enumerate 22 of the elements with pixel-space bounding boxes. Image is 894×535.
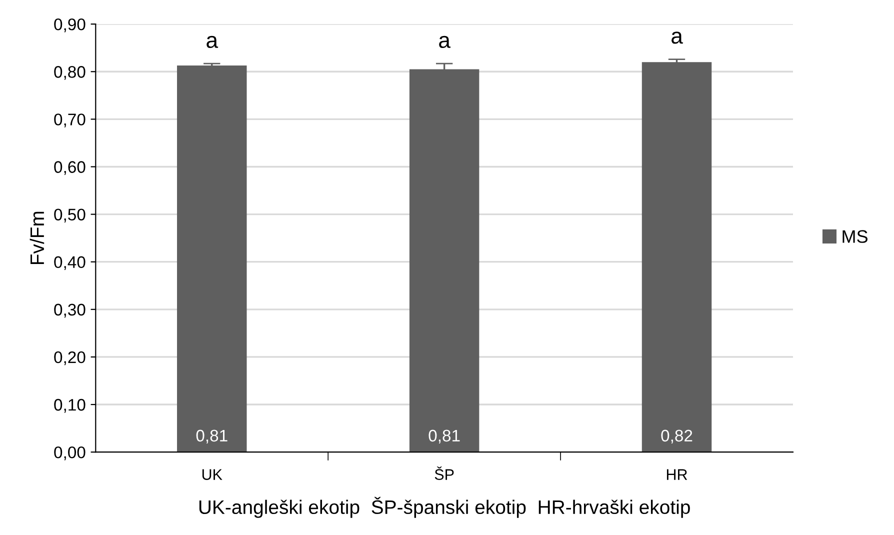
y-tick-label: 0,10 [54, 398, 86, 413]
y-tick-label: 0,40 [54, 256, 86, 270]
y-tick-label: 0,20 [54, 351, 86, 366]
y-tick-label: 0,30 [54, 304, 86, 318]
annotation: a [206, 36, 218, 48]
data-label: 0,82 [661, 430, 692, 444]
y-tick-label: 0,60 [54, 161, 86, 175]
x-axis-title: UK-angleški ekotip ŠP-španski ekotip HR-hrvaški ekotip [199, 496, 690, 518]
y-tick-label: 0,50 [54, 208, 86, 222]
x-tick-label: HR [666, 469, 688, 480]
legend-label: MS [842, 230, 868, 243]
annotation: a [439, 36, 450, 48]
y-tick-label: 0,80 [54, 66, 86, 80]
x-tick-label: ŠP [434, 466, 454, 480]
y-tick-label: 0,00 [54, 446, 86, 460]
y-tick-label: 0,70 [54, 114, 86, 128]
y-tick-label: 0,90 [54, 18, 86, 32]
y-axis-title: Fv/Fm [30, 212, 44, 264]
data-label: 0,81 [428, 430, 460, 444]
data-label: 0,81 [196, 430, 228, 444]
annotation: a [672, 32, 683, 44]
x-tick-label: UK [202, 469, 222, 480]
